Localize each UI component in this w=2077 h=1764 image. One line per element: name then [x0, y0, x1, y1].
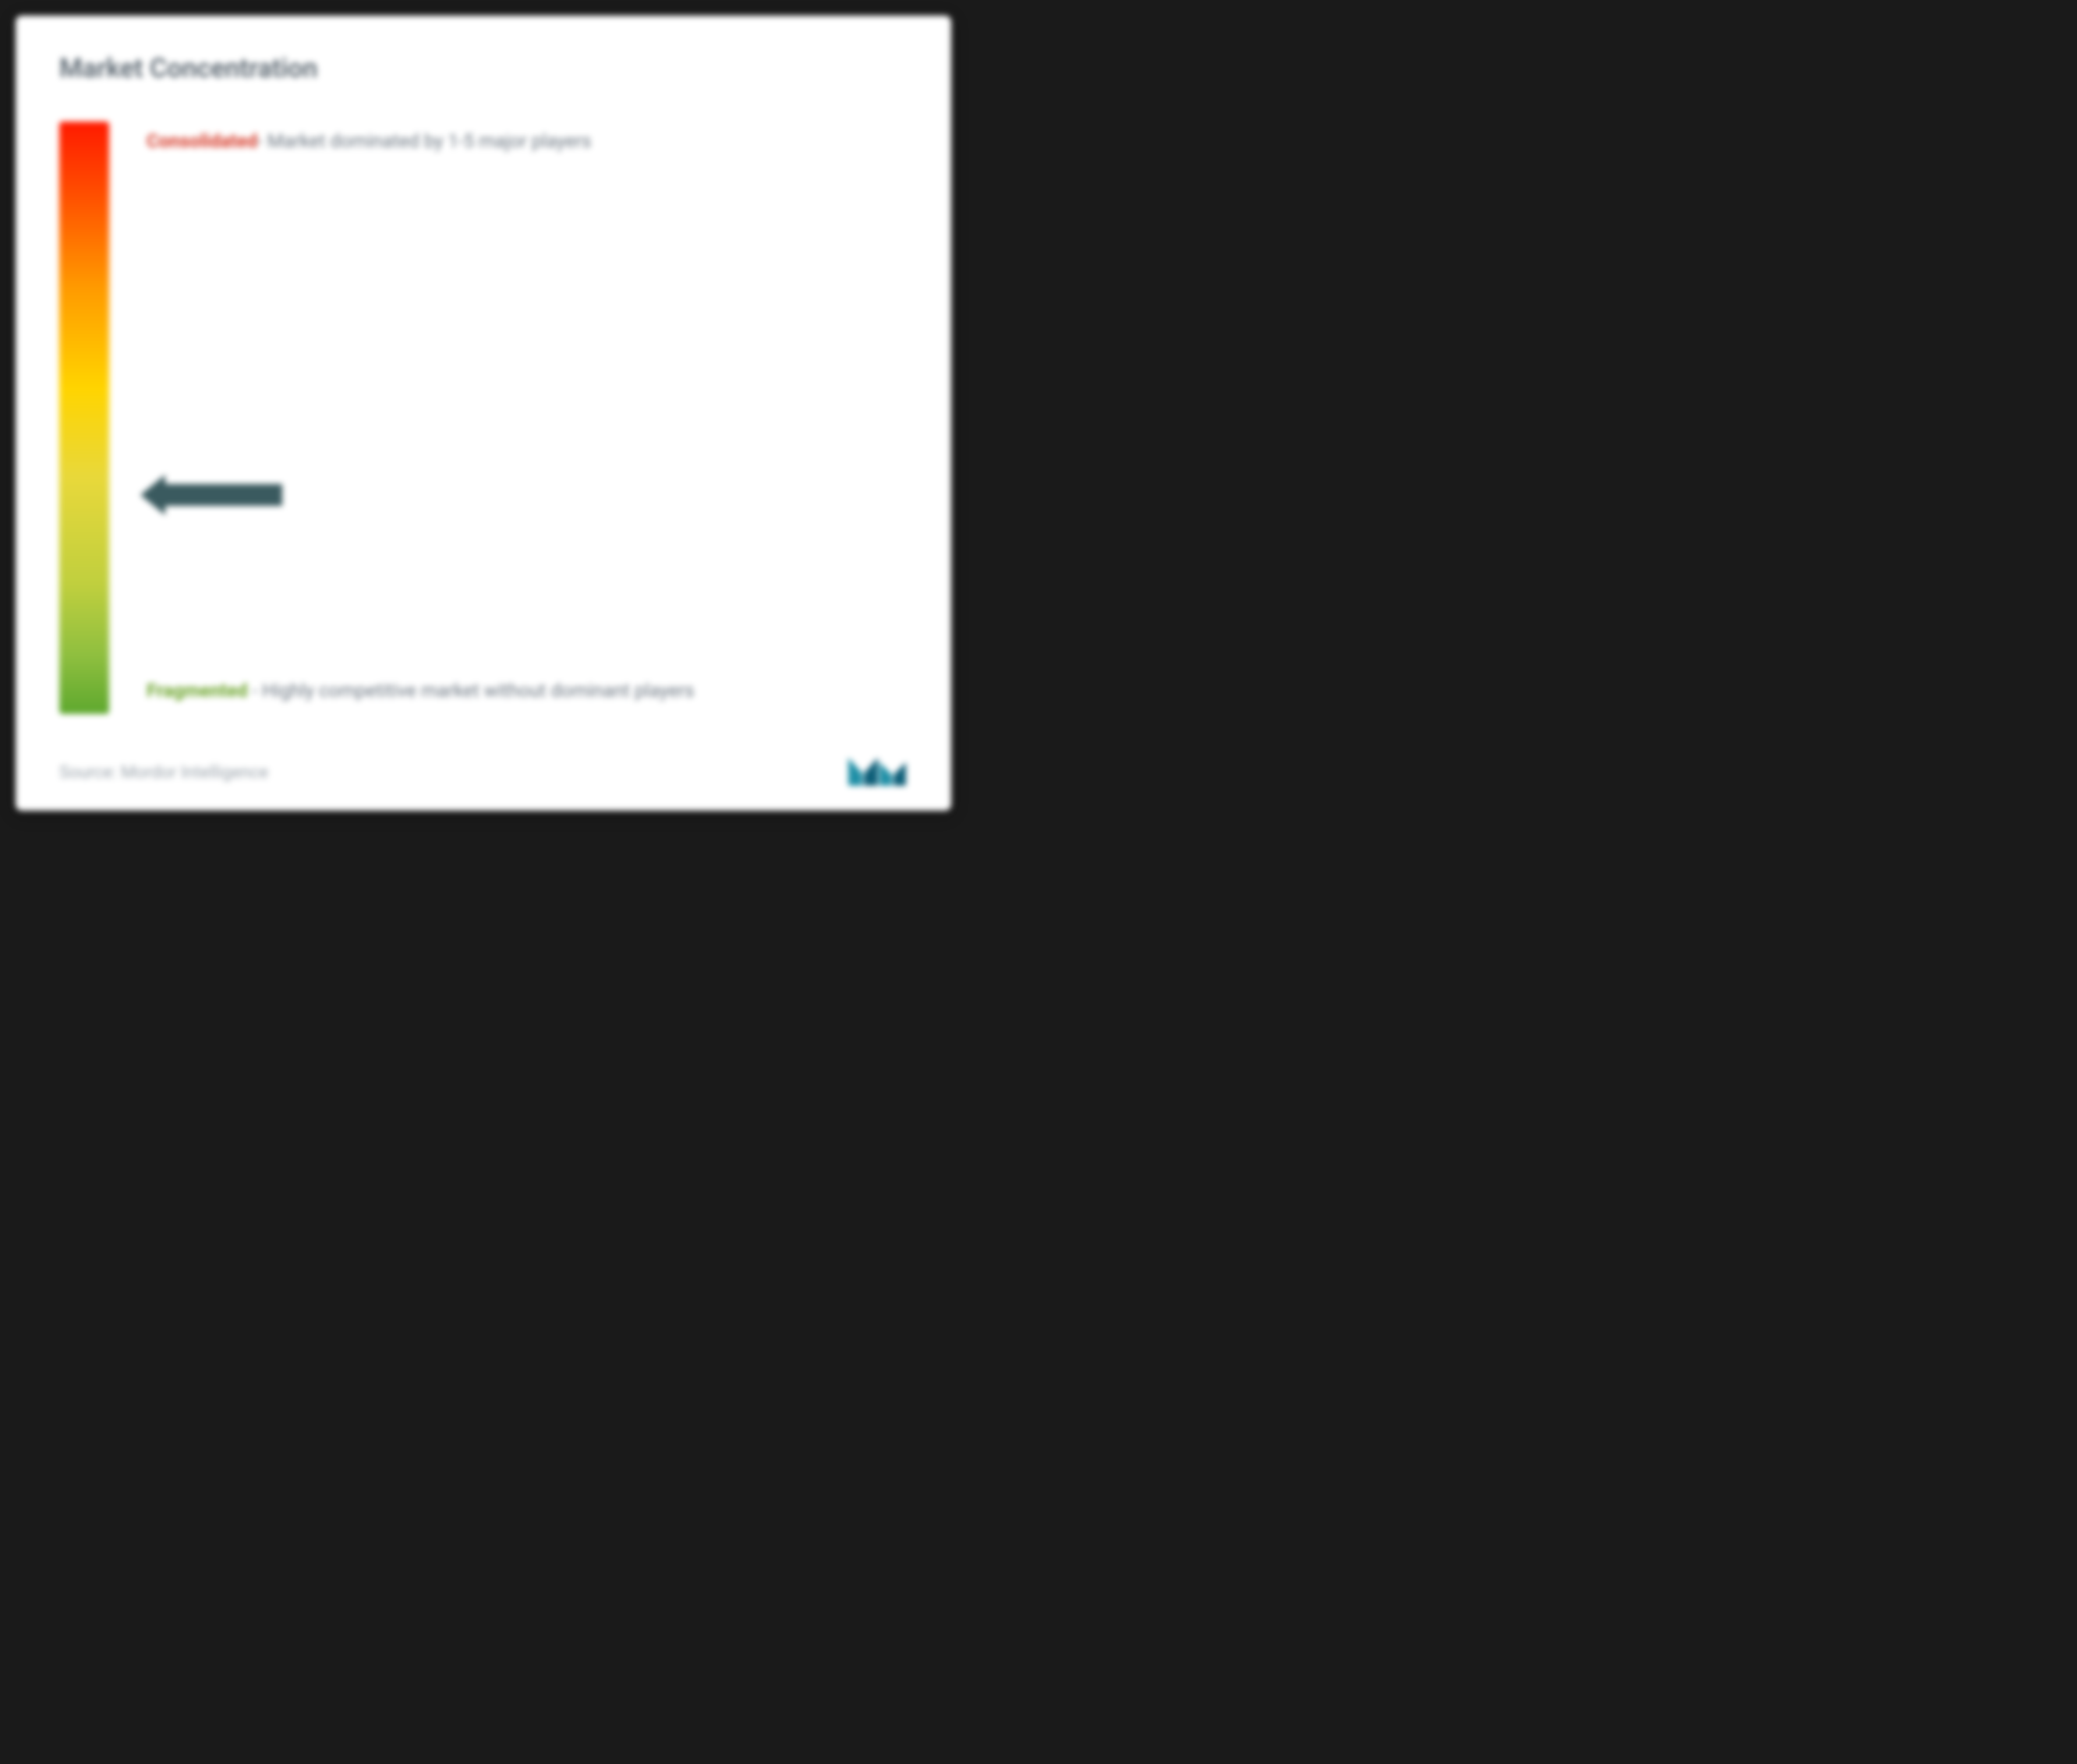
card-title: Market Concentration	[59, 53, 908, 84]
scale-column	[59, 122, 109, 714]
arrow-body	[165, 484, 282, 506]
source-attribution: Source: Mordor Intelligence	[59, 763, 268, 783]
fragmented-label: Fragmented - Highly competitive market w…	[147, 674, 876, 708]
position-indicator-arrow	[140, 475, 282, 515]
fragmented-key: Fragmented	[147, 680, 248, 702]
consolidated-label: Consolidated- Market dominated by 1-5 ma…	[147, 125, 908, 158]
labels-column: Consolidated- Market dominated by 1-5 ma…	[147, 122, 908, 714]
mordor-logo-icon	[847, 751, 908, 787]
arrow-icon	[140, 475, 282, 515]
arrow-head	[140, 475, 165, 515]
consolidated-key: Consolidated	[147, 130, 257, 152]
consolidated-desc: - Market dominated by 1-5 major players	[257, 130, 591, 152]
card-body: Consolidated- Market dominated by 1-5 ma…	[59, 122, 908, 714]
fragmented-desc: - Highly competitive market without domi…	[248, 680, 695, 702]
concentration-scale-bar	[59, 122, 109, 714]
market-concentration-card: Market Concentration Consolidated- Marke…	[16, 16, 951, 811]
